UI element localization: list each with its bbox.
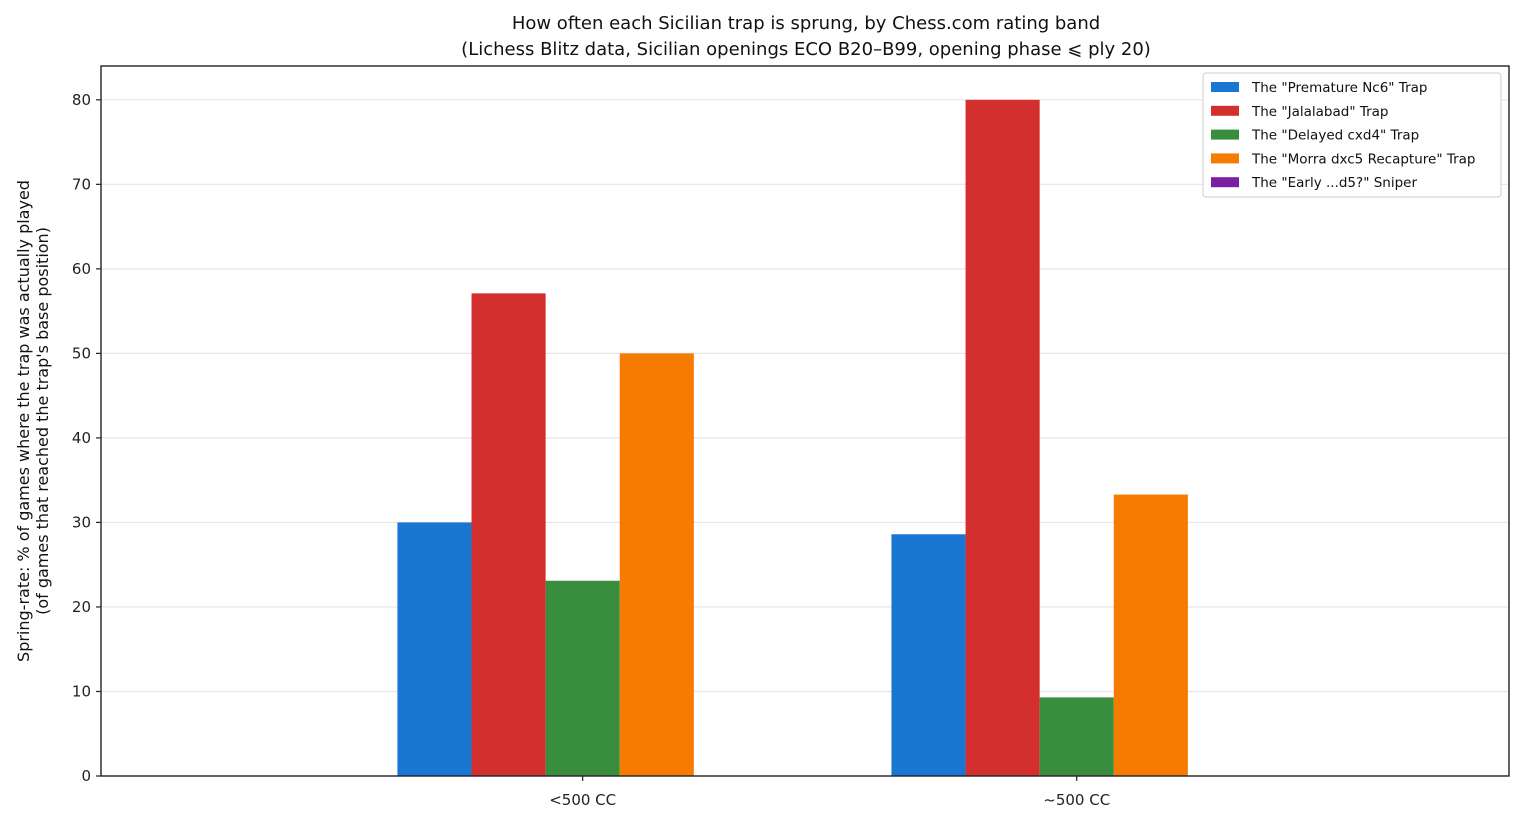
- x-tick-label: ~500 CC: [1043, 791, 1110, 809]
- bar: [619, 353, 694, 776]
- bar: [397, 522, 472, 776]
- legend-swatch: [1211, 153, 1239, 164]
- y-axis-label: Spring-rate: % of games where the trap w…: [14, 180, 33, 662]
- y-tick-label: 10: [72, 682, 91, 700]
- legend-entry: The "Delayed cxd4" Trap: [1251, 128, 1419, 144]
- bar: [891, 534, 966, 776]
- legend-swatch: [1211, 105, 1239, 116]
- y-tick-label: 80: [72, 91, 91, 109]
- y-tick-label: 70: [72, 175, 91, 193]
- legend: The "Premature Nc6" Trap The "Jalalabad" …: [1202, 72, 1502, 198]
- bar: [1113, 494, 1188, 776]
- grid-lines: [101, 99, 1509, 693]
- tick-labels: 0 10 20 30 40 50 60 70 80 <500 CC ~500 CC: [72, 91, 1110, 809]
- legend-swatch: [1211, 82, 1239, 92]
- chart-subtitle: (Lichess Blitz data, Sicilian openings E…: [461, 39, 1151, 60]
- bars: [397, 99, 1188, 777]
- legend-entry: The "Early ...d5?" Sniper: [1251, 175, 1417, 191]
- y-tick-label: 60: [72, 260, 91, 278]
- plot-frame: [100, 65, 1510, 777]
- bar: [471, 293, 546, 776]
- y-tick-label: 0: [81, 767, 91, 785]
- y-tick-label: 30: [72, 513, 91, 531]
- legend-swatch: [1211, 177, 1239, 188]
- bar: [545, 580, 620, 776]
- x-tick-label: <500 CC: [549, 791, 616, 809]
- y-tick-label: 40: [72, 429, 91, 447]
- legend-swatch: [1211, 129, 1239, 140]
- legend-entry: The "Premature Nc6" Trap: [1251, 80, 1427, 96]
- y-tick-label: 20: [72, 598, 91, 616]
- legend-box: [1202, 72, 1502, 198]
- y-axis-label-line2: (of games that reached the trap's base p…: [33, 227, 52, 615]
- y-tick-label: 50: [72, 344, 91, 362]
- bar: [1039, 697, 1114, 776]
- chart-title: How often each Sicilian trap is sprung, …: [512, 13, 1100, 34]
- axes: [96, 65, 1510, 781]
- bar: [965, 99, 1040, 777]
- legend-entry: The "Morra dxc5 Recapture" Trap: [1251, 151, 1475, 167]
- legend-entry: The "Jalalabad" Trap: [1251, 104, 1388, 120]
